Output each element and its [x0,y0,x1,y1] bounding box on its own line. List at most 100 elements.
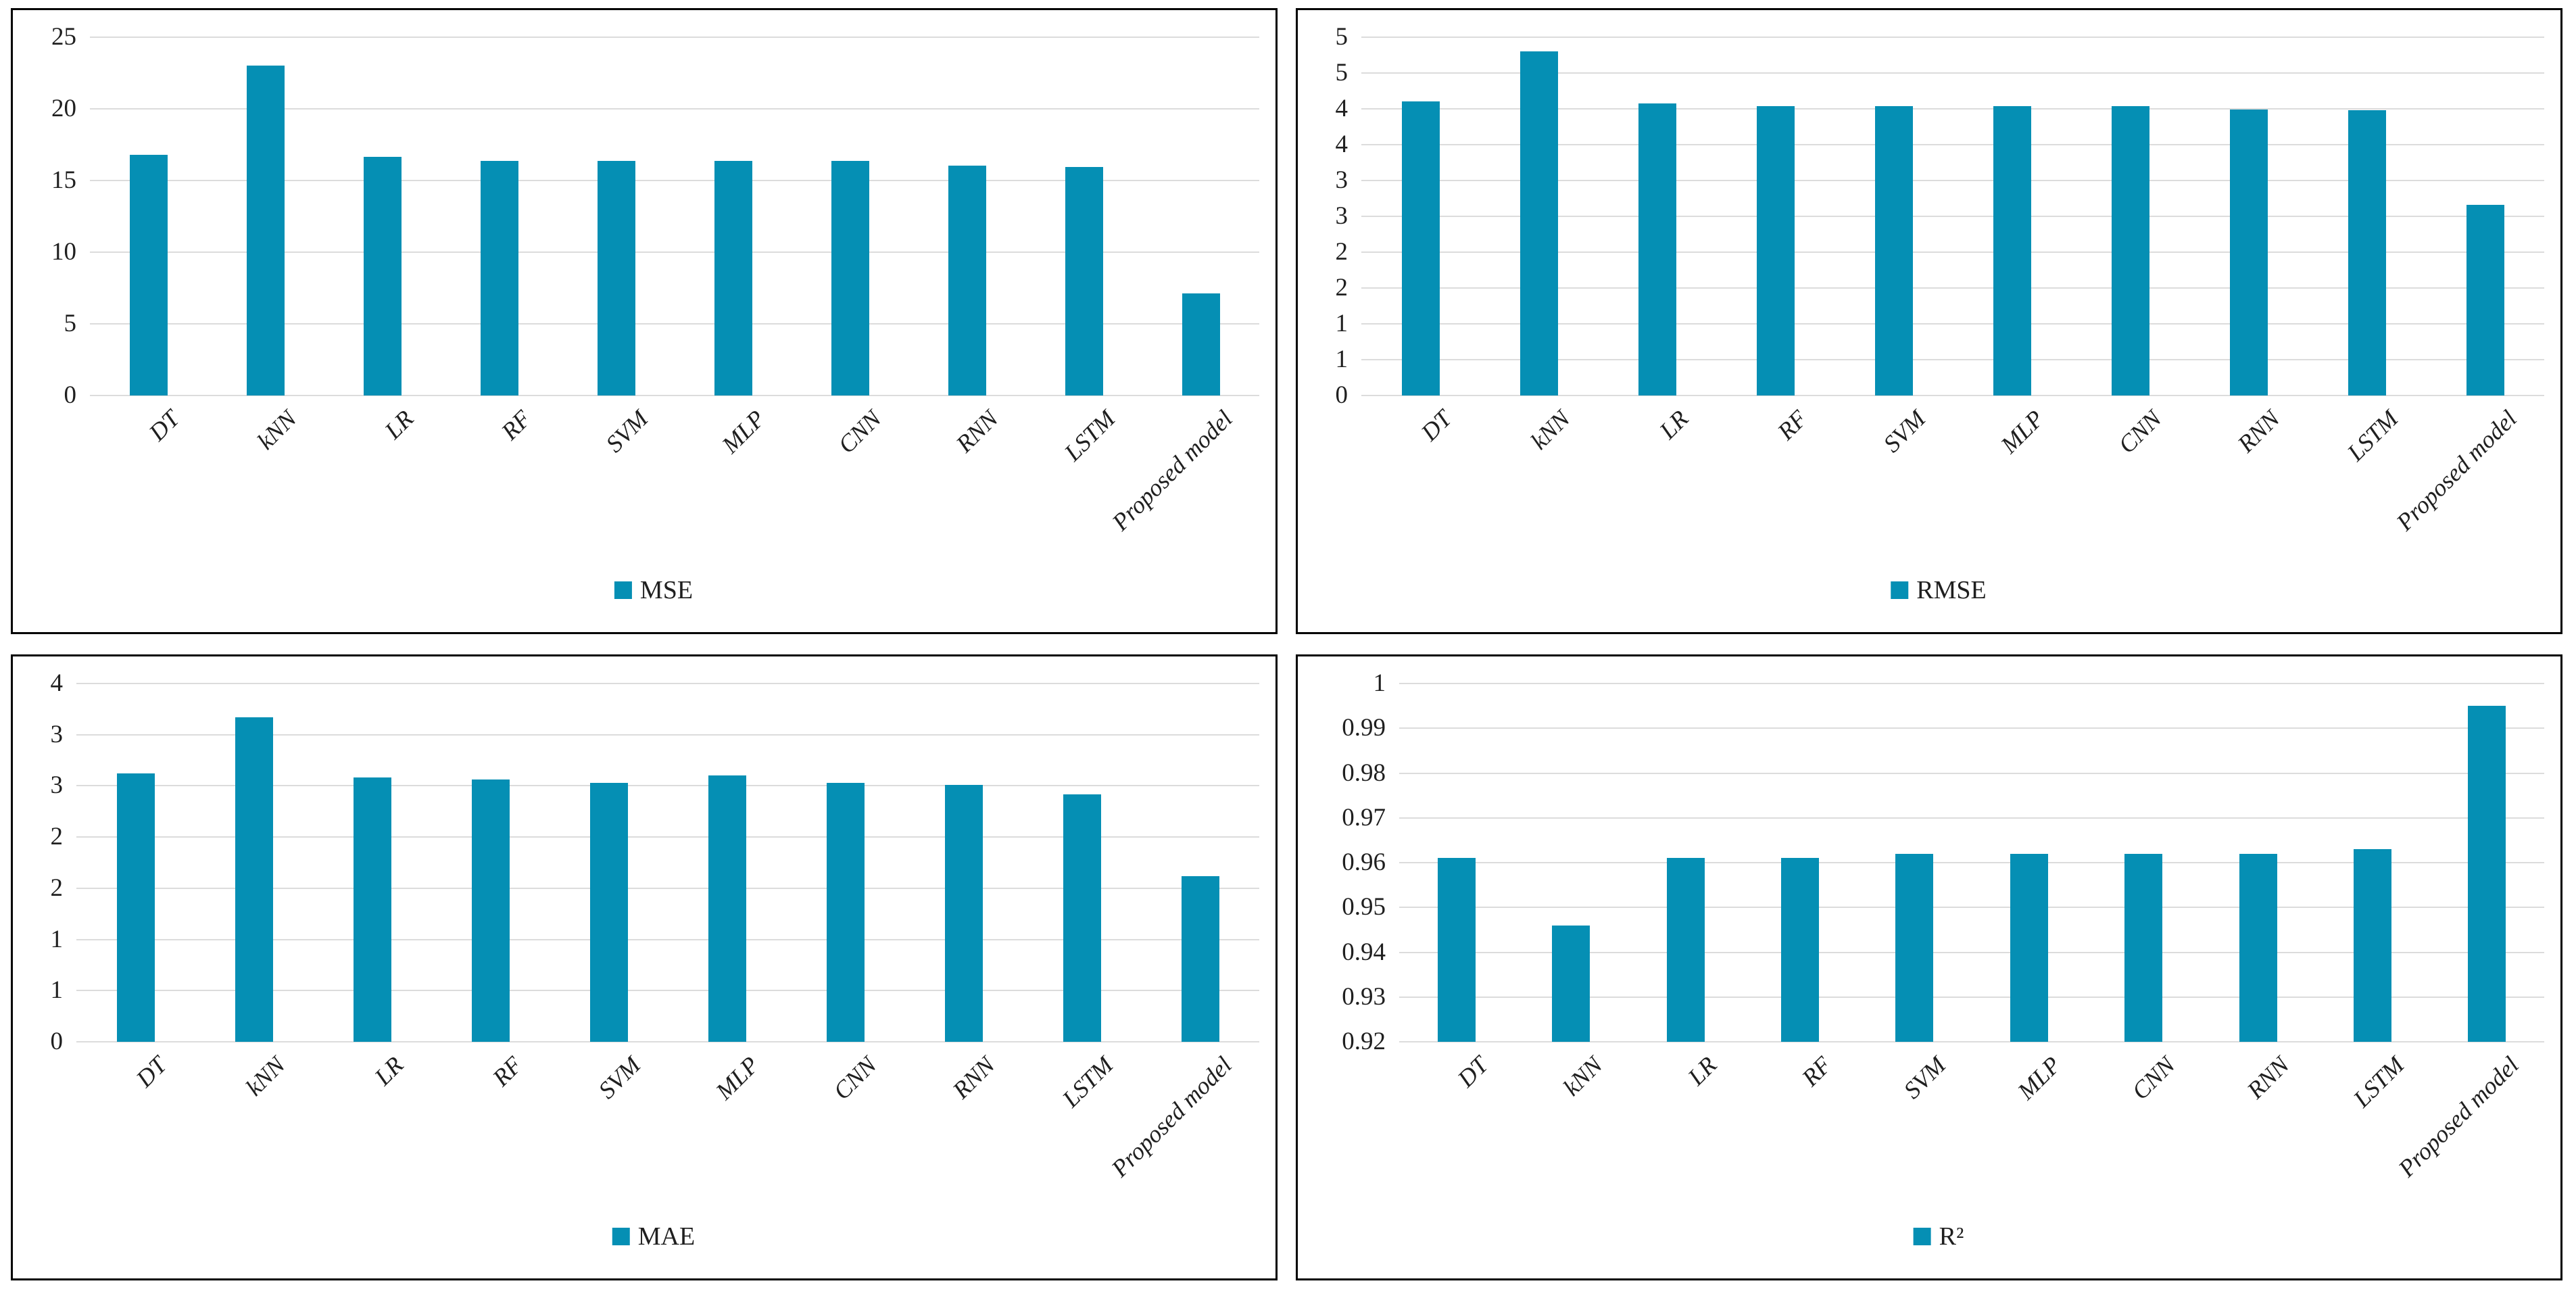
bar-lstm [1065,166,1103,395]
gridline [1399,817,2544,819]
bar-dt [1401,101,1440,395]
gridline [90,37,1259,38]
x-axis-label: SVM [1878,405,1930,458]
gridline [1399,951,2544,953]
y-axis-tick-label: 1 [1373,669,1386,697]
y-axis-tick-label: 15 [51,166,76,194]
x-axis-label: LSTM [1057,1051,1119,1113]
legend-swatch [612,1228,630,1245]
gridline [1361,180,2544,181]
x-axis-label: CNN [2113,405,2167,459]
y-axis-tick-label: 3 [50,720,64,748]
bar-knn [1552,925,1590,1042]
bar-lstm [1063,794,1101,1042]
gridline [1361,251,2544,253]
gridline [1361,323,2544,325]
y-axis-tick-label: 4 [1335,95,1348,122]
y-axis-tick-label: 0.93 [1342,982,1386,1011]
y-axis-tick-label: 0.96 [1342,848,1386,876]
x-axis-label: CNN [2127,1051,2181,1105]
y-axis-tick-label: 2 [50,823,64,851]
y-axis-tick-label: 2 [1335,238,1348,266]
bar-cnn [826,782,865,1042]
y-axis-tick-label: 5 [1335,59,1348,87]
bar-cnn [2124,853,2163,1042]
bar-rf [480,161,518,395]
chart-panel-mse: 0 5 10 15 20 25 DT kNN LR RF SVM MLP CNN RNN LSTM Propo… [11,8,1278,634]
gridline [90,108,1259,110]
bar-rnn [2229,110,2268,395]
gridline [1361,144,2544,145]
chart-panel-mae: 0 1 1 2 2 3 3 4 DT kNN LR RF SVM MLP CNN RNN LSTM Propose… [11,654,1278,1280]
bar-cnn [2111,105,2149,395]
bar-proposed-model [1182,293,1220,395]
gridline [1399,683,2544,684]
y-axis-tick-label: 1 [50,925,64,953]
x-axis-label: Proposed model [1107,405,1238,536]
x-axis-label: LSTM [2348,1051,2410,1113]
legend: R² [1913,1222,1964,1251]
x-axis-label: kNN [1526,405,1576,455]
gridline [1361,359,2544,360]
bar-rnn [944,784,983,1042]
gridline [90,251,1259,253]
x-axis-label: RNN [2241,1051,2295,1104]
bar-mlp [714,161,752,395]
bar-lr [353,777,391,1042]
y-axis-tick-label: 20 [51,95,76,122]
x-axis-label: LR [1654,405,1694,444]
gridline [90,323,1259,325]
gridline [1399,1041,2544,1042]
x-axis-label: Proposed model [2393,1051,2524,1182]
y-axis-tick-label: 0.97 [1342,803,1386,832]
gridline [76,938,1259,940]
gridline [1399,772,2544,774]
x-axis-label: RNN [947,1051,1000,1104]
legend-label: MSE [639,576,694,604]
bar-lr [1638,103,1676,395]
gridline [1361,37,2544,38]
x-axis-label: DT [143,405,185,446]
y-axis-tick-label: 0 [64,381,77,409]
bar-rnn [948,165,986,395]
bar-mlp [2010,853,2048,1042]
x-axis-label: SVM [600,405,653,458]
bar-proposed-model [1181,875,1219,1042]
legend: RMSE [1891,575,1987,605]
legend: MAE [612,1222,695,1251]
bar-dt [1437,858,1476,1042]
y-axis-tick-label: 3 [1335,202,1348,230]
bar-proposed-model [2468,706,2506,1042]
legend-swatch [1891,581,1909,599]
bar-knn [1520,51,1558,395]
y-axis-tick-label: 10 [51,238,76,266]
bar-lstm [2348,110,2386,395]
gridline [76,990,1259,992]
x-axis-label: MLP [1995,405,2049,459]
x-axis-label: RF [495,405,536,446]
y-axis-tick-label: 0.95 [1342,893,1386,921]
y-axis-tick-label: 1 [1335,345,1348,373]
y-axis-tick-label: 1 [1335,310,1348,337]
bar-lr [363,157,402,395]
gridline [90,395,1259,396]
x-axis-label: RNN [2232,405,2285,458]
bar-rf [1780,858,1819,1042]
gridline [76,1041,1259,1042]
y-axis-tick-label: 5 [64,310,77,337]
bar-rnn [2239,853,2277,1042]
y-axis-tick-label: 1 [50,976,64,1005]
x-axis-label: kNN [241,1051,291,1101]
gridline [1361,72,2544,74]
gridline [1361,216,2544,217]
x-axis-label: LR [379,405,419,444]
legend-swatch [1913,1228,1931,1245]
legend-label: R² [1939,1222,1964,1251]
x-axis-label: CNN [833,405,887,459]
gridline [1361,287,2544,289]
bar-svm [597,161,635,395]
y-axis-tick-label: 25 [51,23,76,51]
x-axis-label: kNN [1557,1051,1608,1101]
y-axis-tick-label: 2 [1335,274,1348,302]
